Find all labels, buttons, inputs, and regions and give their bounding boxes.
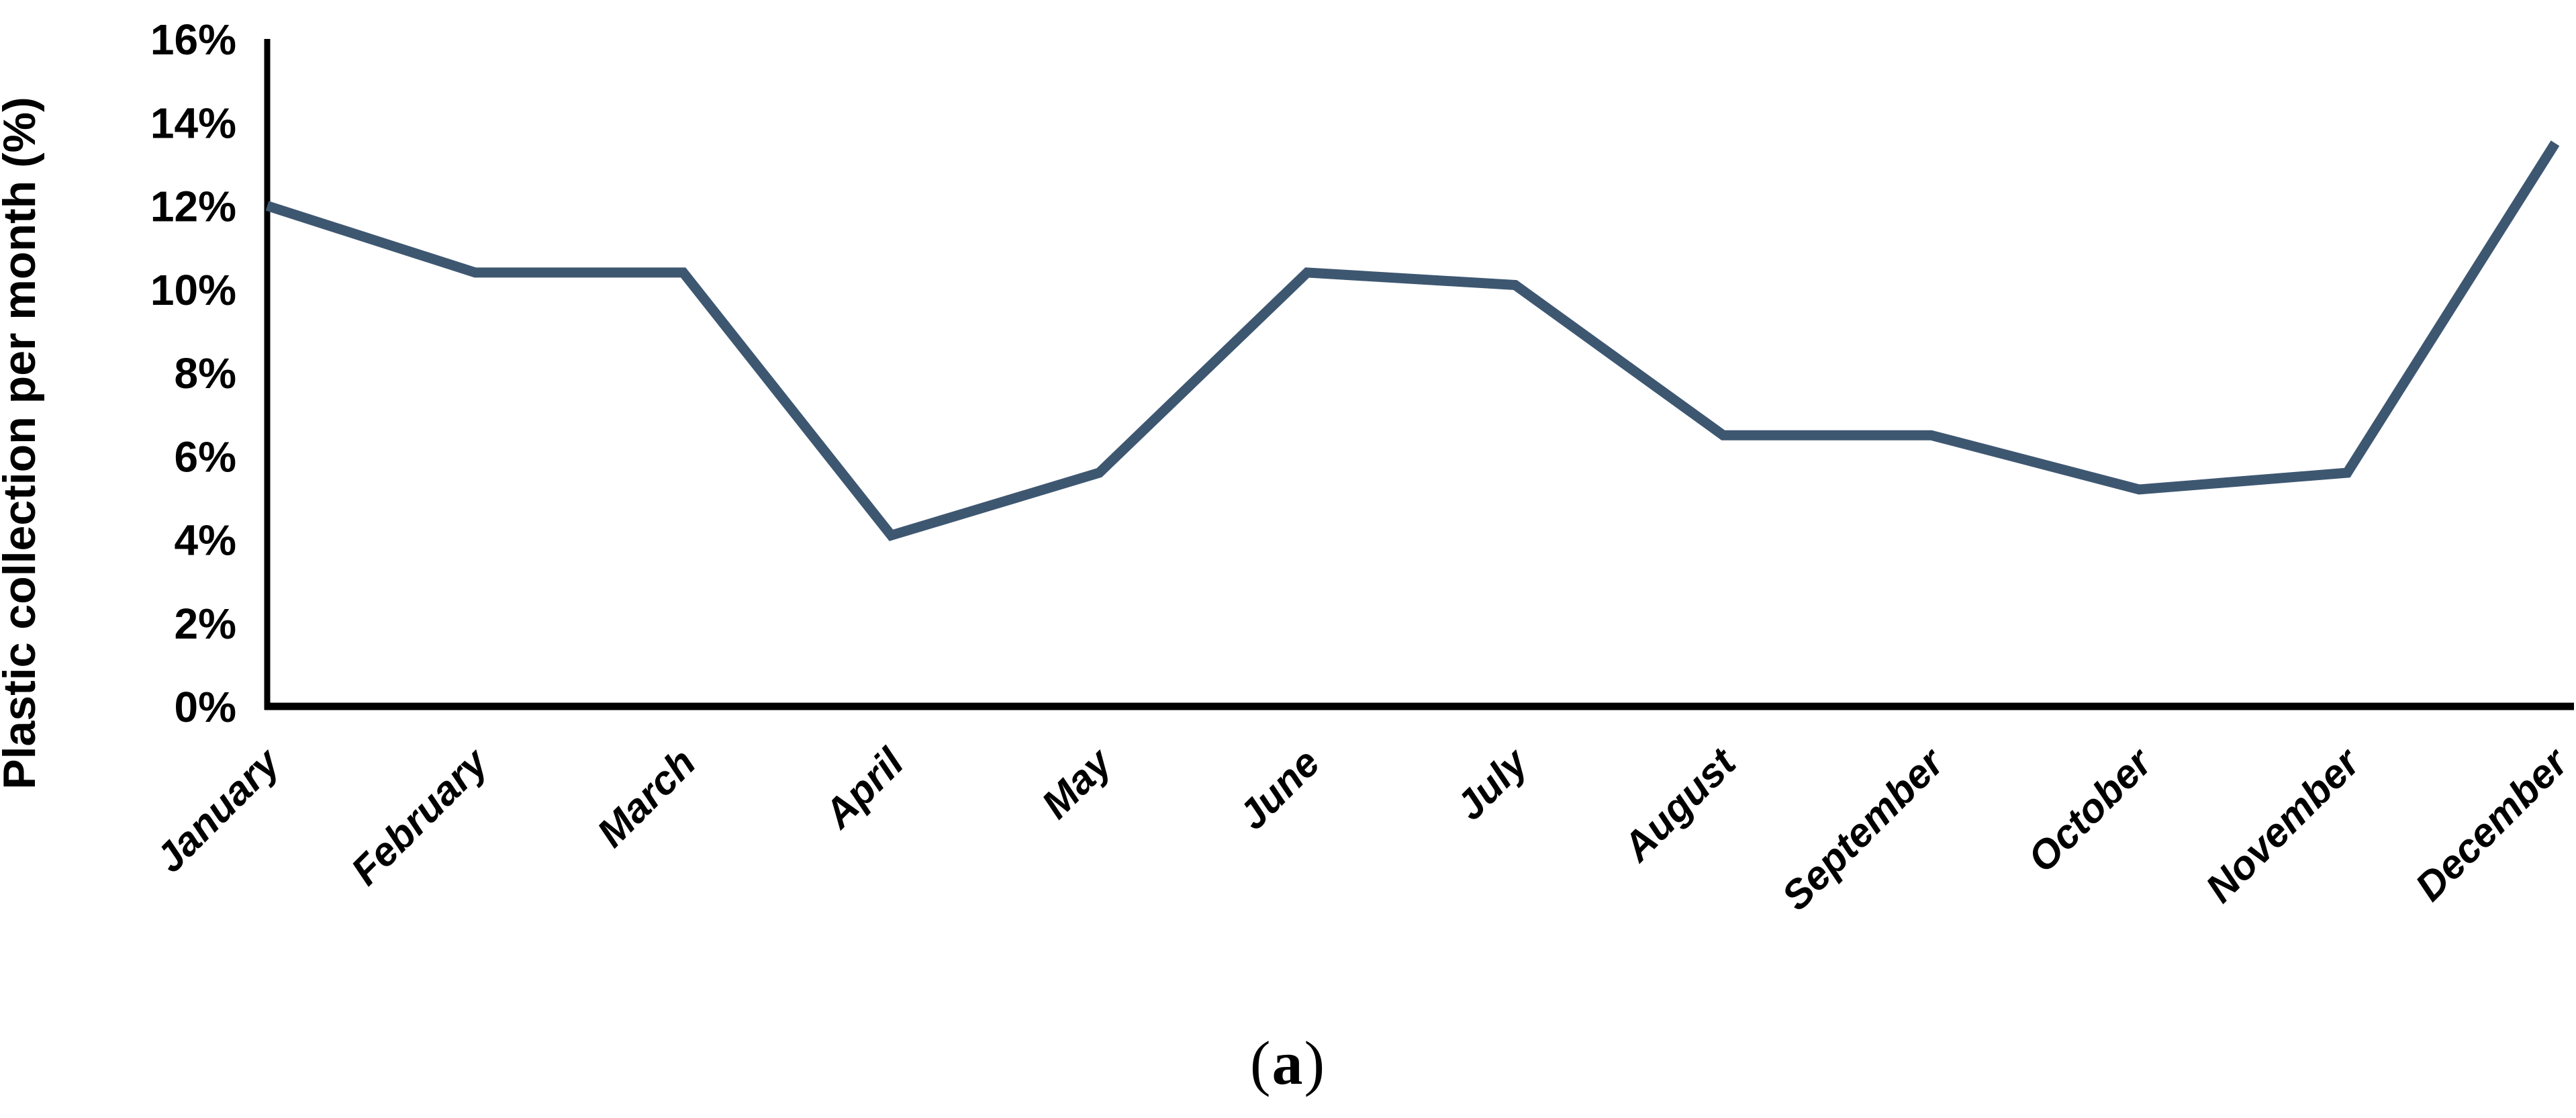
x-tick-label: September <box>1773 738 1954 919</box>
x-tick-label: April <box>814 739 912 837</box>
x-tick-label: June <box>1230 740 1328 838</box>
y-tick-label: 8% <box>175 349 237 398</box>
caption-close-paren: ) <box>1304 1029 1327 1097</box>
x-tick-label: January <box>147 739 289 881</box>
x-tick-label: November <box>2197 738 2370 911</box>
x-tick-label: March <box>588 740 704 855</box>
y-tick-label: 0% <box>175 683 237 731</box>
x-tick-label: February <box>342 739 497 894</box>
figure-caption: (a) <box>0 1027 2576 1099</box>
y-tick-label: 2% <box>175 600 237 648</box>
x-tick-label: December <box>2407 738 2576 909</box>
y-tick-label: 10% <box>150 266 236 314</box>
y-tick-label: 12% <box>150 183 236 231</box>
x-tick-label: July <box>1447 739 1537 829</box>
caption-letter: a <box>1272 1029 1304 1097</box>
x-tick-label: October <box>2019 738 2162 881</box>
plastic-collection-data-line <box>265 140 2560 541</box>
y-axis-title: Plastic collection per month (%) <box>0 97 45 790</box>
caption-open-paren: ( <box>1249 1029 1272 1097</box>
x-tick-label: May <box>1033 739 1122 827</box>
x-tick-label: August <box>1613 739 1746 871</box>
y-tick-label: 16% <box>150 15 236 64</box>
y-tick-label: 4% <box>175 516 237 565</box>
y-tick-label: 6% <box>175 432 237 481</box>
y-tick-label: 14% <box>150 99 236 147</box>
